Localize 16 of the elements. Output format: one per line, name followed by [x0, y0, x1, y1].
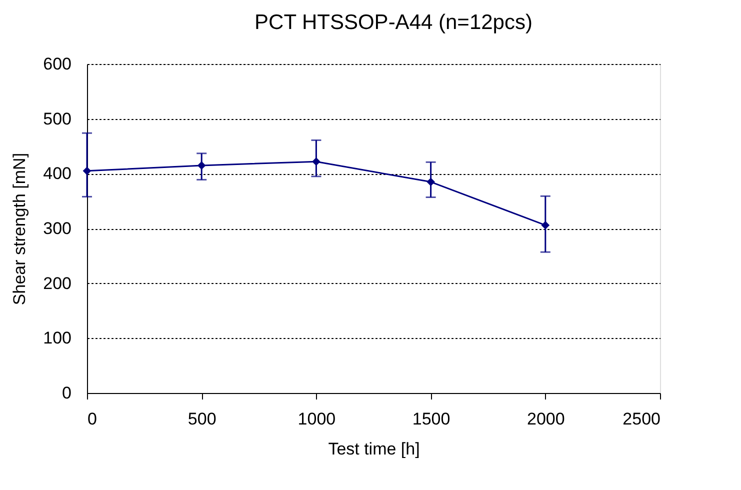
y-tick-label: 500	[43, 109, 72, 128]
y-tick-label: 300	[43, 219, 72, 238]
y-tick-label: 400	[43, 164, 72, 184]
y-tick-label: 0	[62, 384, 72, 402]
y-tick-label: 600	[43, 54, 72, 74]
y-tick-label: 100	[43, 328, 72, 348]
chart-title: PCT HTSSOP-A44 (n=12pcs)	[254, 11, 532, 34]
x-axis-title: Test time [h]	[328, 440, 420, 458]
x-tick-label: 2000	[526, 410, 565, 428]
x-tick-label: 1500	[412, 410, 450, 428]
x-tick-label: 0	[88, 410, 97, 428]
y-tick-label: 200	[43, 274, 72, 293]
y-axis-title: Shear strength [mN]	[10, 152, 30, 306]
x-tick-label: 500	[188, 410, 216, 428]
x-tick-label: 2500	[622, 410, 660, 428]
x-tick-label: 1000	[298, 410, 336, 428]
